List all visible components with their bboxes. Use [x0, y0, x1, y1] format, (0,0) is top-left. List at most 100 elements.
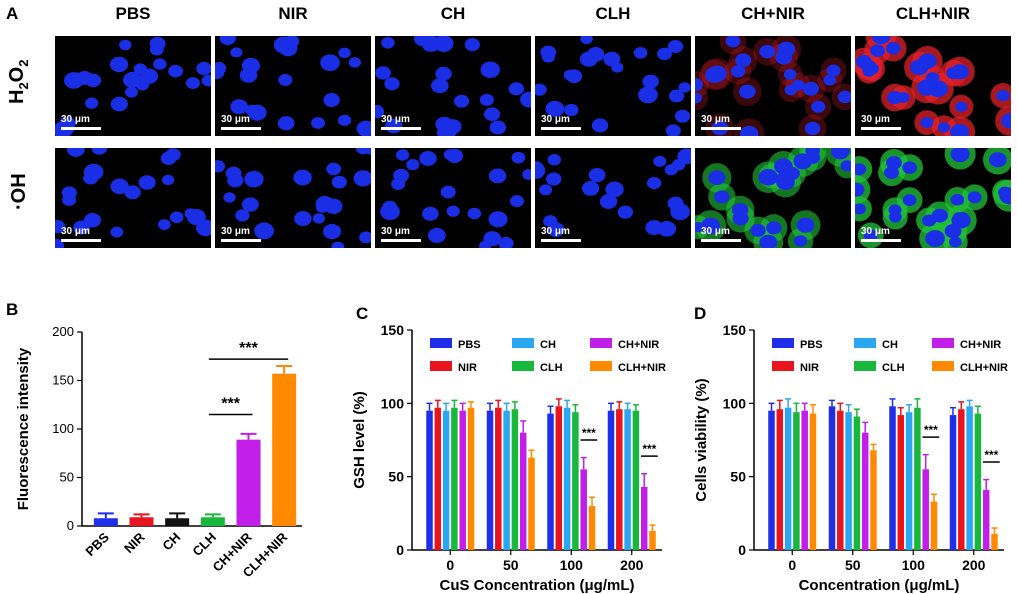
y-tick-label: 150	[381, 322, 405, 338]
micrograph: 30 μm	[695, 148, 851, 248]
nucleus	[657, 47, 672, 61]
scale-bar: 30 μm	[535, 110, 595, 136]
micrograph: 30 μm	[535, 36, 691, 136]
legend-label: CLH	[882, 362, 905, 374]
nucleus	[950, 64, 969, 80]
micrograph: 30 μm	[55, 36, 211, 136]
nucleus	[498, 236, 514, 248]
nucleus	[241, 197, 259, 212]
nucleus	[153, 58, 167, 70]
nucleus	[823, 74, 837, 86]
nucleus	[294, 211, 312, 227]
bar	[991, 533, 998, 550]
scale-bar-line	[541, 127, 581, 130]
micrograph: 30 μm	[375, 148, 531, 248]
nucleus	[784, 166, 800, 181]
significance-label: ***	[582, 426, 596, 440]
nucleus	[235, 209, 250, 222]
nucleus	[543, 215, 558, 228]
nucleus	[796, 217, 815, 233]
micrograph-image	[215, 148, 371, 248]
nucleus	[244, 170, 264, 188]
micrograph: 30 μm	[855, 148, 1011, 248]
legend-label: NIR	[458, 362, 477, 374]
nucleus	[488, 168, 507, 184]
nucleus	[535, 162, 546, 180]
nucleus	[714, 190, 730, 204]
nucleus	[215, 64, 225, 80]
nucleus	[254, 222, 275, 240]
nucleus	[278, 73, 293, 86]
nucleus	[918, 53, 937, 69]
nucleus	[311, 117, 325, 129]
scale-bar-label: 30 μm	[381, 114, 410, 125]
nucleus	[735, 53, 752, 68]
bar	[632, 410, 640, 550]
column-label: PBS	[115, 4, 151, 23]
nucleus	[241, 57, 261, 74]
nucleus	[489, 120, 506, 135]
row-label-oh: ·OH	[8, 173, 30, 210]
chart-d: 0 50 100 150 Cells viability (%) Concentratio…	[693, 322, 1008, 594]
nucleus	[348, 57, 361, 68]
legend-label: CLH+NIR	[960, 362, 1008, 374]
scale-bar-label: 30 μm	[861, 226, 890, 237]
nucleus	[775, 50, 793, 65]
bar	[870, 450, 877, 550]
nucleus	[989, 152, 1007, 168]
scale-bar-line	[701, 239, 741, 242]
y-tick-label: 200	[52, 324, 74, 339]
scale-bar: 30 μm	[535, 222, 595, 248]
nucleus	[759, 234, 778, 248]
x-tick-label: CH	[159, 530, 183, 554]
legend-label: CH	[882, 339, 898, 351]
bar	[486, 410, 494, 550]
significance-label: ***	[642, 442, 656, 456]
bar	[528, 457, 535, 550]
nucleus	[277, 116, 295, 131]
nucleus	[750, 223, 766, 237]
nucleus	[320, 54, 340, 72]
bar	[930, 501, 938, 550]
panel-c-letter: C	[356, 304, 369, 323]
nucleus	[653, 155, 667, 167]
scale-bar-line	[61, 127, 101, 130]
panel-b-letter: B	[6, 300, 19, 319]
scale-bar-line	[381, 239, 421, 242]
nucleus	[331, 175, 347, 189]
bar	[640, 486, 648, 550]
y-tick-label: 0	[67, 518, 74, 533]
nucleus	[950, 124, 970, 136]
y-tick-label: 100	[381, 395, 405, 411]
legend-swatch	[430, 361, 452, 371]
legend-label: CH	[540, 339, 556, 351]
micrograph-image	[55, 148, 211, 248]
nucleus	[185, 77, 200, 89]
nucleus	[522, 96, 531, 108]
nucleus	[603, 51, 621, 67]
nucleus	[805, 151, 821, 164]
bar	[982, 489, 990, 550]
nucleus	[967, 191, 982, 204]
y-axis-label: Fluorescence intensity	[15, 347, 32, 510]
nucleus	[545, 172, 562, 186]
legend-swatch	[590, 338, 612, 348]
x-axis-label: CuS Concentration (μg/mL)	[440, 577, 635, 594]
nucleus	[665, 124, 681, 136]
nucleus	[855, 203, 866, 215]
nucleus	[223, 192, 236, 203]
nucleus	[599, 194, 618, 209]
panel-d-letter: D	[694, 304, 707, 323]
nucleus	[480, 61, 500, 79]
y-tick-label: 50	[388, 469, 404, 485]
nucleus	[85, 97, 99, 109]
column-label: CLH+NIR	[895, 4, 971, 23]
bar	[809, 413, 817, 550]
nucleus	[646, 176, 662, 190]
bar	[922, 469, 929, 550]
nucleus	[283, 36, 299, 49]
nucleus	[454, 94, 470, 108]
nucleus	[443, 149, 457, 161]
nucleus	[739, 125, 759, 136]
scale-bar: 30 μm	[375, 110, 435, 136]
